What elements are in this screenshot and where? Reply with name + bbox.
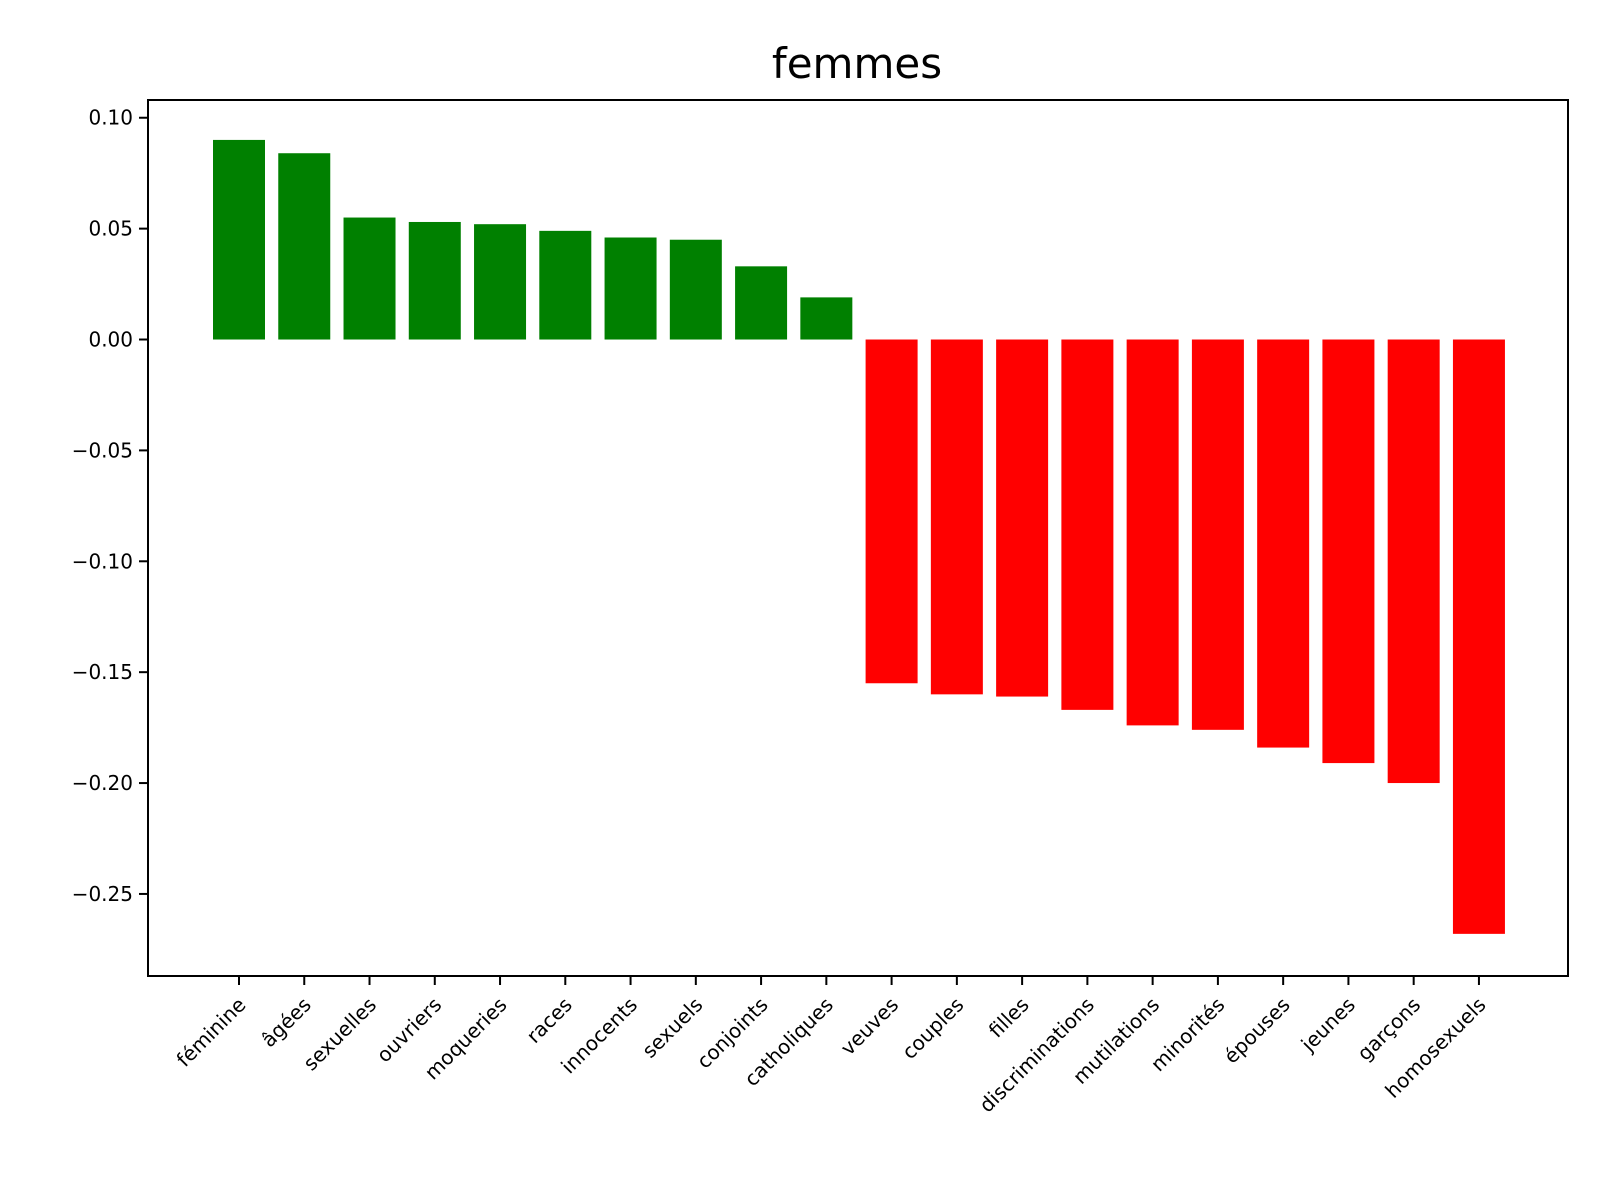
bar-5 — [539, 230, 592, 340]
y-tick-label-6: −0.20 — [72, 771, 133, 795]
x-tick-label-5: races — [522, 993, 577, 1048]
bar-2 — [343, 217, 396, 340]
bar-17 — [1322, 339, 1375, 764]
bar-16 — [1257, 339, 1310, 748]
bar-6 — [604, 237, 657, 340]
x-tick-label-16: épouses — [1219, 993, 1295, 1069]
x-tick-label-11: couples — [897, 993, 968, 1064]
bar-13 — [1061, 339, 1114, 710]
x-tick-label-10: veuves — [836, 993, 903, 1060]
y-tick-label-2: 0.00 — [88, 328, 133, 352]
x-tick-label-0: féminine — [172, 993, 251, 1072]
bar-9 — [800, 297, 853, 340]
y-tick-label-3: −0.05 — [72, 438, 133, 462]
x-tick-label-1: âgées — [256, 993, 315, 1052]
bars-layer — [213, 139, 1505, 934]
x-tick-label-12: filles — [984, 993, 1034, 1043]
bar-10 — [865, 339, 918, 684]
y-tick-label-5: −0.15 — [72, 660, 133, 684]
bar-0 — [213, 139, 265, 340]
bar-19 — [1452, 339, 1505, 934]
y-tick-label-0: 0.10 — [88, 106, 133, 130]
bar-1 — [278, 153, 331, 340]
bar-8 — [735, 266, 788, 340]
bar-14 — [1126, 339, 1179, 726]
bar-4 — [474, 224, 527, 340]
plot-frame — [147, 99, 1569, 977]
bar-12 — [996, 339, 1049, 697]
x-tick-label-13: discriminations — [974, 993, 1099, 1118]
y-tick-label-4: −0.10 — [72, 549, 133, 573]
bar-11 — [930, 339, 983, 695]
y-tick-label-7: −0.25 — [72, 882, 133, 906]
bar-15 — [1191, 339, 1244, 730]
y-axis: 0.10 0.05 0.00 −0.05 −0.10 −0.15 −0.20 −0.25 — [72, 106, 148, 906]
bar-18 — [1387, 339, 1440, 784]
bar-7 — [669, 239, 722, 340]
chart-title: femmes — [772, 39, 942, 88]
y-tick-label-1: 0.05 — [88, 217, 133, 241]
x-tick-label-17: jeunes — [1296, 993, 1360, 1057]
bar-3 — [408, 221, 461, 340]
